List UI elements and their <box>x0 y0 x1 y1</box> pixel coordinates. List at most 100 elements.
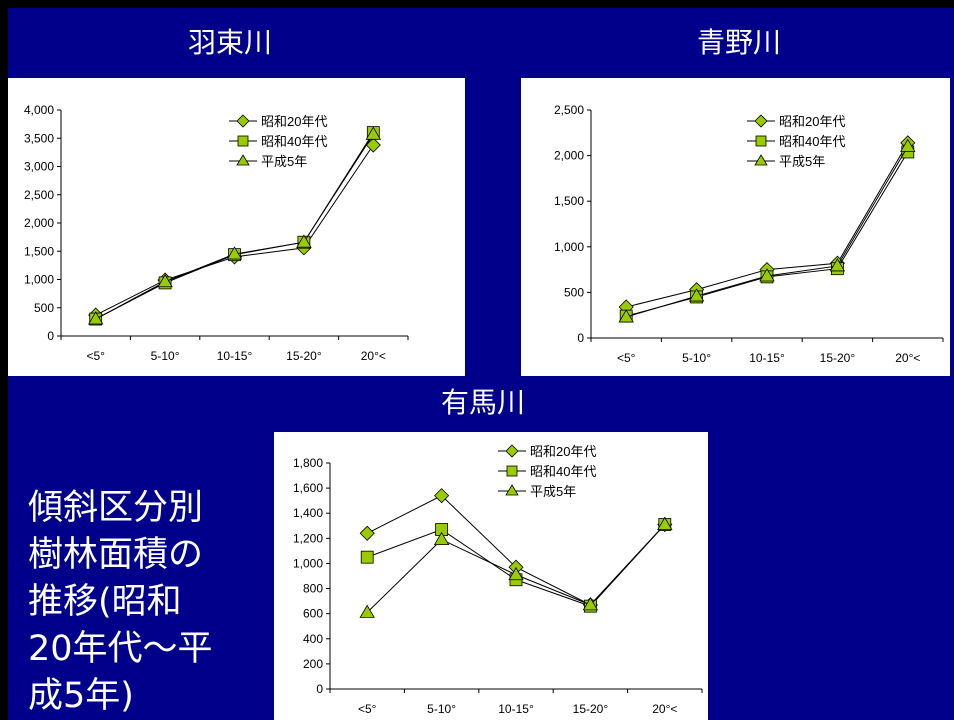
series-3 <box>618 138 916 323</box>
data-point <box>157 273 173 288</box>
legend-label: 昭和20年代 <box>779 114 845 129</box>
series-3 <box>88 126 381 325</box>
y-tick-label: 2,500 <box>554 103 584 117</box>
data-point <box>359 604 375 618</box>
data-point <box>88 311 104 325</box>
series-2 <box>89 126 380 326</box>
y-tick-label: 600 <box>303 607 323 621</box>
x-tick-label: 10-15° <box>749 351 785 365</box>
legend-marker <box>754 154 768 166</box>
x-tick-label: 15-20° <box>286 349 322 363</box>
legend-marker <box>505 484 519 496</box>
data-point <box>226 246 243 260</box>
legend-marker <box>754 114 768 128</box>
y-tick-label: 1,500 <box>24 244 54 258</box>
chart-svg: 0 200 400 600 800 1,000 1,200 1,400 1,600 1,800 <5… <box>293 444 703 716</box>
data-point <box>360 550 374 564</box>
y-tick-label: 4,000 <box>24 103 54 117</box>
chart-panel-habukagawa: 0 500 1,000 1,500 2,000 2,500 3,000 3,500 4,000 <… <box>8 78 465 376</box>
y-tick-label: 1,000 <box>24 273 54 287</box>
data-point <box>365 126 381 140</box>
data-point <box>508 566 524 581</box>
series-line <box>626 146 909 318</box>
y-tick-label: 500 <box>34 301 54 315</box>
x-tick-label: 10-15° <box>217 349 253 363</box>
series-line <box>366 495 666 606</box>
legend-label: 昭和40年代 <box>779 134 845 149</box>
y-tick-label: 3,000 <box>24 160 54 174</box>
chart-title-arimagawa: 有馬川 <box>441 386 526 419</box>
y-tick-label: 400 <box>303 632 323 646</box>
data-point <box>433 531 450 545</box>
legend-label: 平成5年 <box>530 484 576 499</box>
legend-marker <box>236 114 250 128</box>
y-tick-label: 1,800 <box>293 456 323 470</box>
data-point <box>359 525 375 541</box>
x-tick-label: 10-15° <box>498 702 534 716</box>
series-line <box>95 134 374 320</box>
legend-label: 昭和40年代 <box>530 464 596 479</box>
y-tick-label: 500 <box>564 285 584 299</box>
x-tick-label: 5-10° <box>151 349 180 363</box>
series-line <box>95 144 374 316</box>
x-tick-label: 15-20° <box>820 351 856 365</box>
legend-label: 昭和20年代 <box>261 114 327 129</box>
chart-svg: 0 500 1,000 1,500 2,000 2,500 <5° 5-10° 10-15° 15… <box>554 103 944 365</box>
slide: 羽束川 青野川 有馬川 0 500 1,000 1,500 2,000 2,500 3,00… <box>8 8 954 720</box>
series-1 <box>618 135 916 315</box>
y-tick-label: 800 <box>303 582 323 596</box>
y-tick-label: 0 <box>316 682 323 696</box>
y-tick-label: 2,000 <box>24 216 54 230</box>
series-1 <box>88 137 381 323</box>
data-point <box>900 138 916 152</box>
slide-caption: 傾斜区分別 樹林面積の 推移(昭和 20年代～平 成5年) <box>28 488 213 716</box>
x-tick-label: <5° <box>86 349 105 363</box>
x-tick-label: 15-20° <box>573 702 609 716</box>
x-tick-label: 20°< <box>361 349 386 363</box>
y-tick-label: 1,400 <box>293 506 323 520</box>
legend-marker <box>506 465 518 477</box>
y-tick-label: 200 <box>303 657 323 671</box>
y-tick-label: 1,000 <box>293 556 323 570</box>
legend-label: 昭和20年代 <box>530 444 596 459</box>
data-point <box>759 268 775 282</box>
series-line <box>626 151 909 317</box>
y-tick-label: 1,500 <box>554 194 584 208</box>
y-tick-label: 3,500 <box>24 131 54 145</box>
legend-marker <box>237 135 249 147</box>
data-point <box>688 288 705 302</box>
y-tick-label: 0 <box>577 331 584 345</box>
x-tick-label: <5° <box>358 702 377 716</box>
x-tick-label: 20°< <box>895 351 920 365</box>
y-tick-label: 2,500 <box>24 188 54 202</box>
y-tick-label: 1,200 <box>293 531 323 545</box>
x-tick-label: 5-10° <box>427 702 456 716</box>
data-point <box>657 516 673 530</box>
chart-title-aonogawa: 青野川 <box>697 26 782 59</box>
x-tick-label: 20°< <box>652 702 677 716</box>
chart-panel-aonogawa: 0 500 1,000 1,500 2,000 2,500 <5° 5-10° 10-15° 15… <box>521 78 950 376</box>
legend-label: 昭和40年代 <box>261 134 327 149</box>
x-tick-label: 5-10° <box>682 351 711 365</box>
data-point <box>829 258 846 272</box>
data-point <box>618 309 634 323</box>
legend-label: 平成5年 <box>261 154 307 169</box>
data-point <box>434 488 450 504</box>
chart-svg: 0 500 1,000 1,500 2,000 2,500 3,000 3,500 4,000 <… <box>24 103 409 363</box>
chart-panel-arimagawa: 0 200 400 600 800 1,000 1,200 1,400 1,600 1,800 <5… <box>274 432 708 720</box>
legend-marker <box>236 154 250 166</box>
y-tick-label: 1,600 <box>293 481 323 495</box>
series-1 <box>359 488 673 613</box>
legend-label: 平成5年 <box>779 154 825 169</box>
legend-marker <box>755 135 767 147</box>
data-point <box>296 234 312 248</box>
series-2 <box>619 145 915 323</box>
data-point <box>365 137 381 153</box>
legend-marker <box>505 444 519 458</box>
y-tick-label: 2,000 <box>554 149 584 163</box>
y-tick-label: 1,000 <box>554 240 584 254</box>
data-point <box>582 597 599 611</box>
